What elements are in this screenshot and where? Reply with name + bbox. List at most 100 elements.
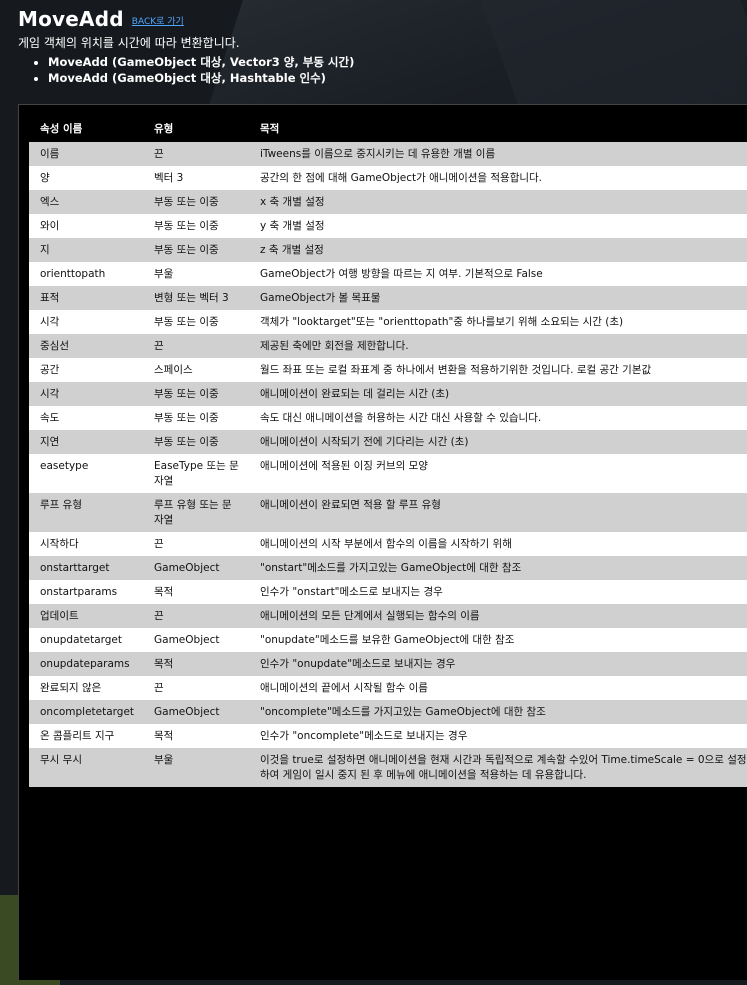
cell-property-type: 부동 또는 이중 [143, 310, 249, 334]
table-row: 양 벡터 3 공간의 한 점에 대해 GameObject가 애니메이션을 적용합니… [29, 166, 747, 190]
cell-property-purpose: 공간의 한 점에 대해 GameObject가 애니메이션을 적용합니다. [249, 166, 747, 190]
cell-property-type: 변형 또는 벡터 3 [143, 286, 249, 310]
cell-property-purpose: y 축 개별 설정 [249, 214, 747, 238]
cell-property-purpose: 애니메이션이 완료되면 적용 할 루프 유형 [249, 493, 747, 532]
cell-property-name: 속도 [29, 406, 143, 430]
cell-property-name: 온 콤플리트 지구 [29, 724, 143, 748]
cell-property-purpose: 인수가 "oncomplete"메소드로 보내지는 경우 [249, 724, 747, 748]
cell-property-type: 끈 [143, 604, 249, 628]
cell-property-purpose: "onupdate"메소드를 보유한 GameObject에 대한 참조 [249, 628, 747, 652]
table-row: 시각 부동 또는 이중 객체가 "looktarget"또는 "orienttopa… [29, 310, 747, 334]
table-row: 중심선 끈 제공된 축에만 회전을 제한합니다. [29, 334, 747, 358]
cell-property-name: 무시 무시 [29, 748, 143, 787]
cell-property-type: EaseType 또는 문자열 [143, 454, 249, 493]
table-row: 공간 스페이스 월드 좌표 또는 로컬 좌표계 중 하나에서 변환을 적용하기위한 … [29, 358, 747, 382]
cell-property-type: 부동 또는 이중 [143, 406, 249, 430]
table-row: 루프 유형 루프 유형 또는 문자열 애니메이션이 완료되면 적용 할 루프 유형 [29, 493, 747, 532]
cell-property-purpose: 애니메이션에 적용된 이징 커브의 모양 [249, 454, 747, 493]
cell-property-name: oncompletetarget [29, 700, 143, 724]
cell-property-type: 목적 [143, 652, 249, 676]
table-row: 온 콤플리트 지구 목적 인수가 "oncomplete"메소드로 보내지는 경우 [29, 724, 747, 748]
cell-property-name: 지연 [29, 430, 143, 454]
table-row: 속도 부동 또는 이중 속도 대신 애니메이션을 허용하는 시간 대신 사용할 수 … [29, 406, 747, 430]
page-title: MoveAdd [18, 7, 124, 31]
cell-property-purpose: 애니메이션이 시작되기 전에 기다리는 시간 (초) [249, 430, 747, 454]
cell-property-purpose: 애니메이션이 완료되는 데 걸리는 시간 (초) [249, 382, 747, 406]
cell-property-purpose: 월드 좌표 또는 로컬 좌표계 중 하나에서 변환을 적용하기위한 것입니다. … [249, 358, 747, 382]
cell-property-type: 부동 또는 이중 [143, 238, 249, 262]
cell-property-purpose: 애니메이션의 시작 부분에서 함수의 이름을 시작하기 위해 [249, 532, 747, 556]
cell-property-name: easetype [29, 454, 143, 493]
properties-table-panel: 속성 이름 유형 목적 이름 끈 iTweens를 이름으로 중지시키는 데 유용한… [18, 104, 747, 980]
page-description: 게임 객체의 위치를 시간에 따라 변환합니다. [18, 36, 240, 50]
cell-property-name: 중심선 [29, 334, 143, 358]
back-link[interactable]: BACK로 가기 [131, 17, 184, 27]
table-row: 시각 부동 또는 이중 애니메이션이 완료되는 데 걸리는 시간 (초) [29, 382, 747, 406]
table-row: 무시 무시 부울 이것을 true로 설정하면 애니메이션을 현재 시간과 독립적으… [29, 748, 747, 787]
cell-property-type: 끈 [143, 334, 249, 358]
cell-property-name: orienttopath [29, 262, 143, 286]
column-header-purpose: 목적 [249, 115, 747, 142]
cell-property-name: onupdatetarget [29, 628, 143, 652]
table-row: 지 부동 또는 이중 z 축 개별 설정 [29, 238, 747, 262]
cell-property-type: 목적 [143, 580, 249, 604]
table-row: onstarttarget GameObject "onstart"메소드를 가지고… [29, 556, 747, 580]
cell-property-type: 부동 또는 이중 [143, 190, 249, 214]
cell-property-type: GameObject [143, 700, 249, 724]
signature-item: MoveAdd (GameObject 대상, Hashtable 인수) [48, 70, 747, 86]
cell-property-name: 시각 [29, 310, 143, 334]
cell-property-name: 이름 [29, 142, 143, 166]
cell-property-type: 부동 또는 이중 [143, 382, 249, 406]
cell-property-name: 와이 [29, 214, 143, 238]
cell-property-type: 벡터 3 [143, 166, 249, 190]
cell-property-type: 부울 [143, 262, 249, 286]
table-row: onupdatetarget GameObject "onupdate"메소드를 보… [29, 628, 747, 652]
column-header-type: 유형 [143, 115, 249, 142]
cell-property-type: GameObject [143, 556, 249, 580]
cell-property-purpose: iTweens를 이름으로 중지시키는 데 유용한 개별 이름 [249, 142, 747, 166]
cell-property-purpose: 객체가 "looktarget"또는 "orienttopath"중 하나를보기… [249, 310, 747, 334]
cell-property-name: 엑스 [29, 190, 143, 214]
page-header: MoveAdd BACK로 가기 게임 객체의 위치를 시간에 따라 변환합니다… [18, 0, 747, 86]
table-row: 이름 끈 iTweens를 이름으로 중지시키는 데 유용한 개별 이름 [29, 142, 747, 166]
cell-property-name: 완료되지 않은 [29, 676, 143, 700]
cell-property-type: 끈 [143, 142, 249, 166]
cell-property-purpose: GameObject가 볼 목표물 [249, 286, 747, 310]
cell-property-name: onupdateparams [29, 652, 143, 676]
cell-property-purpose: "oncomplete"메소드를 가지고있는 GameObject에 대한 참조 [249, 700, 747, 724]
cell-property-name: 시작하다 [29, 532, 143, 556]
cell-property-purpose: GameObject가 여행 방향을 따르는 지 여부. 기본적으로 False [249, 262, 747, 286]
title-line: MoveAdd BACK로 가기 [18, 4, 747, 30]
cell-property-type: 부동 또는 이중 [143, 430, 249, 454]
cell-property-purpose: 애니메이션의 끝에서 시작될 함수 이름 [249, 676, 747, 700]
cell-property-name: 시각 [29, 382, 143, 406]
cell-property-type: 끈 [143, 676, 249, 700]
method-signatures: MoveAdd (GameObject 대상, Vector3 양, 부동 시간… [18, 54, 747, 86]
column-header-name: 속성 이름 [29, 115, 143, 142]
cell-property-purpose: x 축 개별 설정 [249, 190, 747, 214]
cell-property-purpose: 애니메이션의 모든 단계에서 실행되는 함수의 이름 [249, 604, 747, 628]
table-row: onupdateparams 목적 인수가 "onupdate"메소드로 보내지는 … [29, 652, 747, 676]
cell-property-purpose: 인수가 "onupdate"메소드로 보내지는 경우 [249, 652, 747, 676]
cell-property-purpose: z 축 개별 설정 [249, 238, 747, 262]
cell-property-type: GameObject [143, 628, 249, 652]
cell-property-purpose: 이것을 true로 설정하면 애니메이션을 현재 시간과 독립적으로 계속할 수… [249, 748, 747, 787]
cell-property-purpose: 속도 대신 애니메이션을 허용하는 시간 대신 사용할 수 있습니다. [249, 406, 747, 430]
table-row: orienttopath 부울 GameObject가 여행 방향을 따르는 지 여… [29, 262, 747, 286]
table-row: easetype EaseType 또는 문자열 애니메이션에 적용된 이징 커브의… [29, 454, 747, 493]
cell-property-type: 부동 또는 이중 [143, 214, 249, 238]
cell-property-name: onstarttarget [29, 556, 143, 580]
cell-property-name: 루프 유형 [29, 493, 143, 532]
cell-property-purpose: "onstart"메소드를 가지고있는 GameObject에 대한 참조 [249, 556, 747, 580]
cell-property-name: 업데이트 [29, 604, 143, 628]
cell-property-type: 목적 [143, 724, 249, 748]
properties-table: 속성 이름 유형 목적 이름 끈 iTweens를 이름으로 중지시키는 데 유용한… [29, 115, 747, 787]
table-header-row: 속성 이름 유형 목적 [29, 115, 747, 142]
table-row: 엑스 부동 또는 이중 x 축 개별 설정 [29, 190, 747, 214]
cell-property-type: 부울 [143, 748, 249, 787]
table-row: 업데이트 끈 애니메이션의 모든 단계에서 실행되는 함수의 이름 [29, 604, 747, 628]
table-row: 지연 부동 또는 이중 애니메이션이 시작되기 전에 기다리는 시간 (초) [29, 430, 747, 454]
table-row: 와이 부동 또는 이중 y 축 개별 설정 [29, 214, 747, 238]
cell-property-name: 공간 [29, 358, 143, 382]
